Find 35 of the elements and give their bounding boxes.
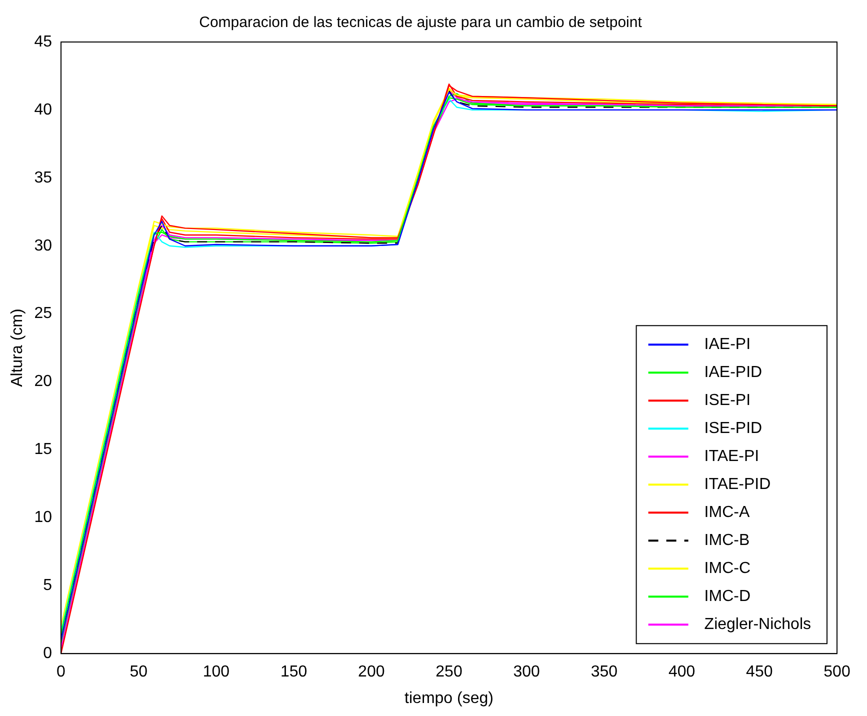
x-tick-label: 400 bbox=[668, 664, 696, 681]
x-axis-title: tiempo (seg) bbox=[404, 690, 494, 707]
legend-label: ISE-PID bbox=[704, 420, 762, 438]
legend-label: ITAE-PI bbox=[704, 448, 760, 466]
legend-label: ITAE-PID bbox=[704, 476, 771, 494]
legend-label: IAE-PID bbox=[704, 364, 762, 382]
legend-label: IMC-C bbox=[704, 560, 751, 578]
legend-label: IMC-D bbox=[704, 588, 751, 606]
y-tick-label: 20 bbox=[34, 373, 52, 390]
y-tick-label: 5 bbox=[43, 577, 52, 594]
y-tick-label: 35 bbox=[34, 169, 52, 186]
x-tick-label: 500 bbox=[824, 664, 850, 681]
y-tick-label: 10 bbox=[34, 509, 52, 526]
x-tick-label: 300 bbox=[513, 664, 540, 681]
legend-label: IMC-B bbox=[704, 532, 750, 550]
chart-title: Comparacion de las tecnicas de ajuste para un cambio de setpoint bbox=[199, 14, 643, 32]
y-tick-label: 0 bbox=[43, 645, 52, 662]
y-tick-label: 45 bbox=[34, 33, 52, 50]
x-tick-label: 450 bbox=[746, 664, 773, 681]
x-tick-label: 0 bbox=[56, 664, 66, 681]
y-tick-label: 40 bbox=[34, 101, 52, 118]
legend-label: IAE-PI bbox=[704, 336, 751, 354]
y-tick-label: 15 bbox=[34, 441, 52, 458]
legend-label: ISE-PI bbox=[704, 392, 751, 410]
y-tick-label: 30 bbox=[34, 237, 52, 254]
x-tick-label: 50 bbox=[130, 664, 148, 681]
legend-label: Ziegler-Nichols bbox=[704, 616, 812, 634]
x-tick-label: 250 bbox=[436, 664, 462, 681]
y-axis-title: Altura (cm) bbox=[9, 308, 26, 387]
x-tick-label: 100 bbox=[202, 664, 230, 681]
x-tick-label: 350 bbox=[590, 664, 618, 681]
legend-label: IMC-A bbox=[704, 504, 750, 522]
y-tick-label: 25 bbox=[34, 305, 52, 322]
x-tick-label: 150 bbox=[280, 664, 308, 681]
x-tick-label: 200 bbox=[358, 664, 385, 681]
